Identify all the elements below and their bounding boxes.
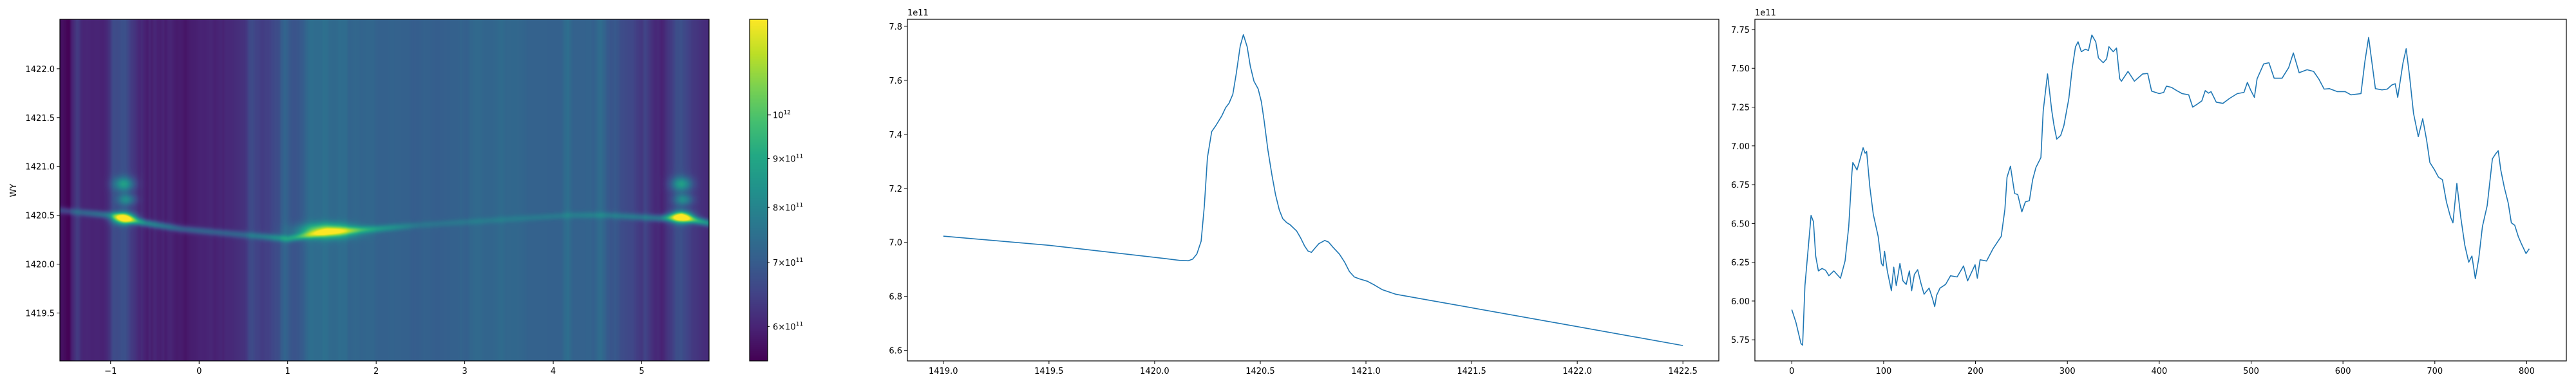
y-tick-label: 7.00 xyxy=(1731,142,1750,152)
y-tick-label: 1420.0 xyxy=(26,261,55,270)
colorbar-frame xyxy=(749,19,768,362)
x-tick-label: 1421.5 xyxy=(1457,367,1486,376)
x-tick-label: 1422.0 xyxy=(1562,367,1592,376)
colorbar-tick-label: 1012 xyxy=(773,110,791,121)
y-tick-label: 6.8 xyxy=(889,293,902,302)
y-tick-label: 7.50 xyxy=(1731,64,1750,74)
x-tick-label: 0 xyxy=(196,367,202,376)
spectrum-plot-series-line xyxy=(943,34,1683,346)
x-tick-label: 1 xyxy=(285,367,290,376)
x-tick-label: 1422.5 xyxy=(1668,367,1698,376)
spectrum-plot-offset-text: 1e11 xyxy=(907,8,929,18)
spectrum-plot-axes xyxy=(904,26,1683,364)
y-tick-label: 1421.5 xyxy=(26,114,55,124)
x-tick-label: 1419.0 xyxy=(929,367,958,376)
y-tick-label: 7.0 xyxy=(889,239,902,248)
y-tick-label: 7.2 xyxy=(889,185,902,194)
x-tick-label: 100 xyxy=(1876,367,1892,376)
y-tick-label: 1422.0 xyxy=(26,65,55,75)
y-tick-label: 1421.0 xyxy=(26,163,55,172)
x-tick-label: 1420.0 xyxy=(1140,367,1170,376)
colorbar-tick-label: 8×1011 xyxy=(773,202,803,213)
x-tick-label: 300 xyxy=(2060,367,2076,376)
y-tick-label: 7.25 xyxy=(1731,103,1750,113)
x-tick-label: 600 xyxy=(2335,367,2351,376)
x-tick-label: 700 xyxy=(2427,367,2443,376)
y-tick-label: 6.00 xyxy=(1731,297,1750,307)
heatmap-axes xyxy=(57,68,643,364)
y-tick-label: 6.25 xyxy=(1731,259,1750,268)
heatmap-image xyxy=(60,19,709,361)
y-tick-label: 6.75 xyxy=(1731,181,1750,190)
colorbar-tick-label: 6×1011 xyxy=(773,321,803,332)
y-tick-label: 1419.5 xyxy=(26,309,55,319)
x-tick-label: 400 xyxy=(2151,367,2167,376)
x-tick-label: 4 xyxy=(551,367,556,376)
y-tick-label: 7.75 xyxy=(1731,26,1750,35)
series-plot-axes xyxy=(1752,29,2527,364)
x-tick-label: 0 xyxy=(1789,367,1794,376)
colorbar-tick-label: 9×1011 xyxy=(773,153,803,164)
y-tick-label: 7.4 xyxy=(889,131,902,140)
y-tick-label: 1420.5 xyxy=(26,212,55,221)
x-tick-label: 1421.0 xyxy=(1351,367,1381,376)
y-tick-label: 6.6 xyxy=(889,347,902,356)
y-tick-label: 6.50 xyxy=(1731,219,1750,229)
x-tick-label: 1420.5 xyxy=(1245,367,1275,376)
x-tick-label: 5 xyxy=(639,367,644,376)
y-tick-label: 7.8 xyxy=(889,23,902,32)
x-tick-label: 200 xyxy=(1967,367,1984,376)
series-plot-offset-text: 1e11 xyxy=(1755,8,1776,18)
x-tick-label: 2 xyxy=(374,367,379,376)
y-tick-label: 7.6 xyxy=(889,77,902,86)
x-tick-label: 800 xyxy=(2519,367,2535,376)
spectrum-plot-frame xyxy=(907,19,1719,362)
series-plot-frame xyxy=(1754,19,2567,362)
series-plot-series-line xyxy=(1791,34,2530,346)
x-tick-label: 1419.5 xyxy=(1034,367,1064,376)
y-axis-label: WY xyxy=(9,184,19,198)
y-tick-label: 5.75 xyxy=(1731,336,1750,345)
colorbar-gradient xyxy=(750,19,768,361)
x-tick-label: 500 xyxy=(2243,367,2259,376)
x-tick-label: −1 xyxy=(104,367,117,376)
heatmap-frame xyxy=(59,19,710,362)
colorbar-tick-label: 7×1011 xyxy=(773,257,803,268)
x-tick-label: 3 xyxy=(462,367,467,376)
